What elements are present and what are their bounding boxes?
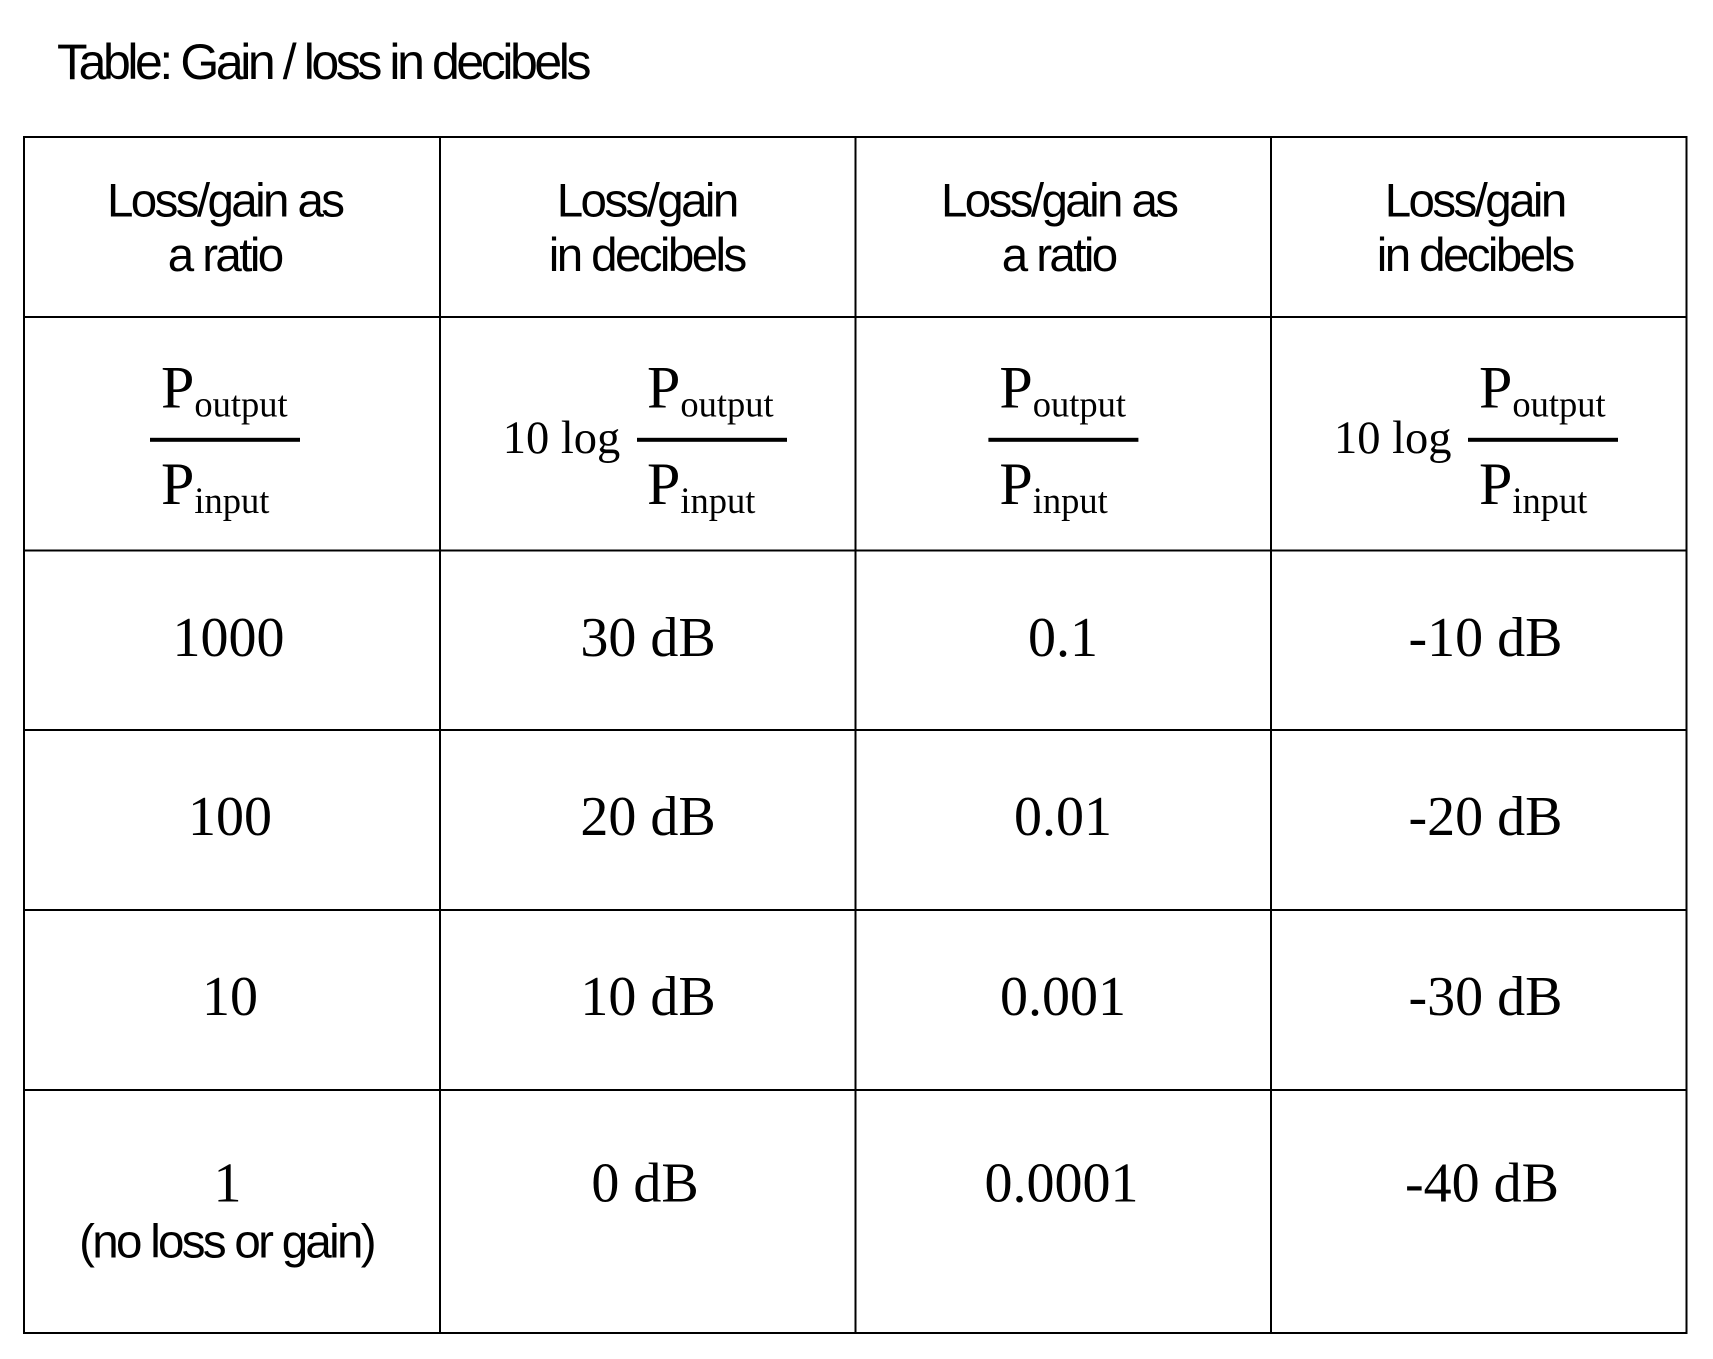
svg-text:-10 dB: -10 dB <box>1409 607 1563 669</box>
svg-text:10: 10 <box>202 966 258 1028</box>
svg-text:in decibels: in decibels <box>549 229 747 282</box>
svg-text:1: 1 <box>214 1153 242 1215</box>
svg-text:-30 dB: -30 dB <box>1409 966 1563 1028</box>
svg-text:30 dB: 30 dB <box>580 607 715 669</box>
svg-text:(no loss or gain): (no loss or gain) <box>79 1216 374 1269</box>
svg-text:0.001: 0.001 <box>1000 966 1126 1028</box>
svg-text:Loss/gain: Loss/gain <box>557 175 737 228</box>
svg-text:Table: Gain / loss in decibels: Table: Gain / loss in decibels <box>57 34 590 90</box>
svg-text:in decibels: in decibels <box>1377 229 1575 282</box>
svg-text:Loss/gain as: Loss/gain as <box>107 175 344 228</box>
svg-text:0.1: 0.1 <box>1028 607 1098 669</box>
svg-text:1000: 1000 <box>173 607 285 669</box>
svg-text:100: 100 <box>188 786 272 848</box>
svg-text:10 dB: 10 dB <box>580 966 715 1028</box>
svg-text:a ratio: a ratio <box>1002 229 1117 282</box>
svg-text:Pinput: Pinput <box>1479 451 1587 521</box>
svg-text:Pinput: Pinput <box>999 451 1107 521</box>
svg-text:a ratio: a ratio <box>168 229 283 282</box>
svg-text:20 dB: 20 dB <box>580 786 715 848</box>
svg-text:10 log: 10 log <box>503 413 621 464</box>
svg-text:0.01: 0.01 <box>1014 786 1112 848</box>
svg-text:0.0001: 0.0001 <box>985 1153 1139 1215</box>
svg-text:10 log: 10 log <box>1334 413 1452 464</box>
svg-text:-20 dB: -20 dB <box>1409 786 1563 848</box>
svg-text:-40 dB: -40 dB <box>1405 1153 1559 1215</box>
svg-text:0 dB: 0 dB <box>591 1153 698 1215</box>
svg-text:Loss/gain: Loss/gain <box>1385 175 1565 228</box>
svg-text:Loss/gain as: Loss/gain as <box>941 175 1178 228</box>
